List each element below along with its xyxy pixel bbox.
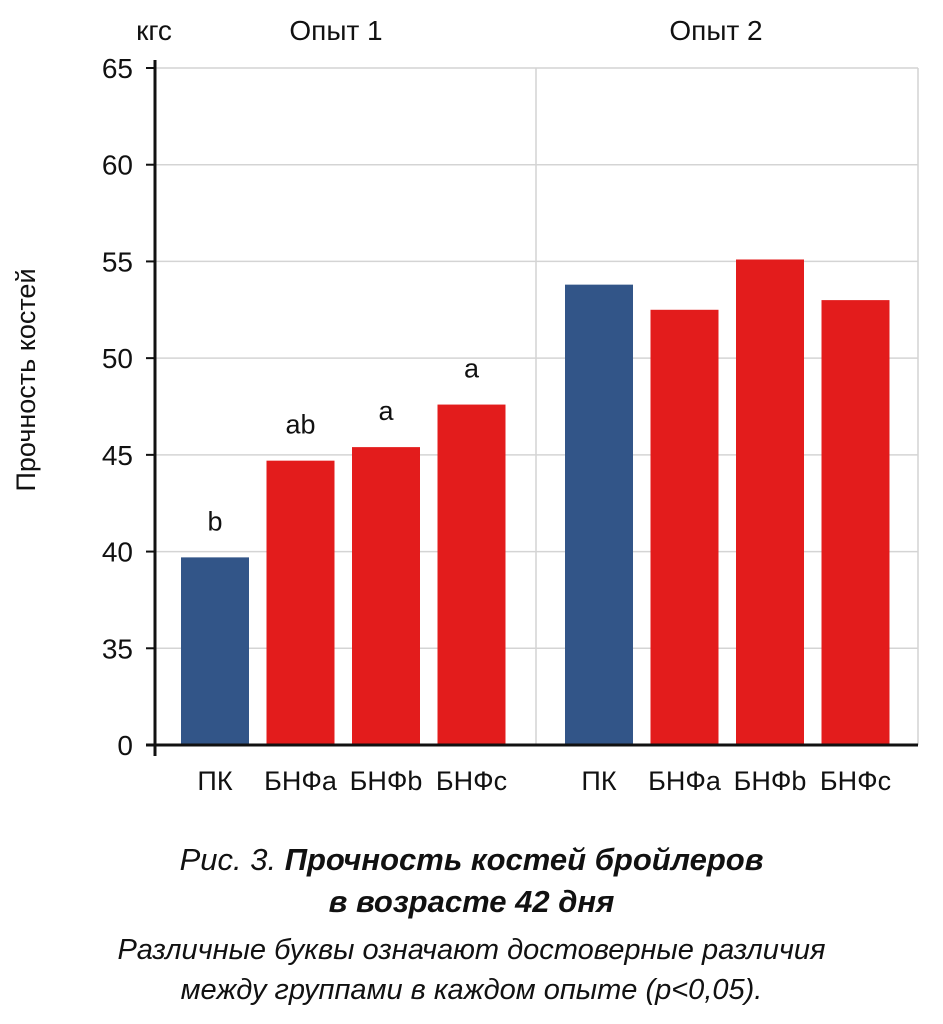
significance-letter: a bbox=[464, 354, 480, 384]
figure-note-line2: между группами в каждом опыте (p<0,05). bbox=[180, 974, 763, 1006]
figure-note-line1: Различные буквы означают достоверные раз… bbox=[117, 934, 826, 966]
y-tick-label: 60 bbox=[102, 150, 133, 181]
figure-title-part2: в возрасте 42 дня bbox=[328, 884, 615, 919]
y-unit-label: кгс bbox=[136, 15, 172, 46]
group-title: Опыт 2 bbox=[669, 15, 762, 46]
bar bbox=[437, 404, 506, 745]
y-tick-label: 45 bbox=[102, 440, 133, 471]
x-tick-label: ПК bbox=[197, 766, 232, 796]
x-tick-label: ПК bbox=[581, 766, 616, 796]
y-tick-label: 55 bbox=[102, 246, 133, 277]
bar bbox=[266, 460, 335, 745]
y-tick-label: 0 bbox=[117, 730, 133, 761]
significance-letter: a bbox=[378, 396, 394, 426]
y-tick-label: 40 bbox=[102, 537, 133, 568]
bar bbox=[650, 309, 719, 745]
figure-number: Рис. 3. bbox=[179, 842, 285, 877]
significance-letter: b bbox=[207, 506, 222, 536]
x-tick-label: БНФа bbox=[648, 766, 722, 796]
x-tick-label: БНФb bbox=[350, 766, 423, 796]
figure-title-part1: Прочность костей бройлеров bbox=[284, 842, 764, 877]
x-tick-label: БНФc bbox=[820, 766, 891, 796]
bar bbox=[736, 259, 804, 745]
x-tick-label: БНФc bbox=[436, 766, 507, 796]
y-tick-label: 65 bbox=[102, 53, 133, 84]
y-tick-label: 50 bbox=[102, 343, 133, 374]
x-tick-label: БНФb bbox=[734, 766, 807, 796]
bar bbox=[181, 557, 249, 745]
y-axis-title: Прочность костей bbox=[11, 268, 41, 491]
y-tick-label: 35 bbox=[102, 633, 133, 664]
bar bbox=[821, 300, 890, 745]
bar-chart: 65 60 55 50 45 40 35 0 b ПК ab БНФа a БНФb a БНФc Опыт 1… bbox=[11, 15, 919, 796]
significance-letter: ab bbox=[285, 410, 315, 440]
figure-caption-line1: Рис. 3. Прочность костей бройлеров bbox=[0, 840, 943, 880]
chart-canvas: 65 60 55 50 45 40 35 0 b ПК ab БНФа a БНФb a БНФc Опыт 1… bbox=[11, 15, 919, 796]
group-title: Опыт 1 bbox=[289, 15, 382, 46]
x-tick-label: БНФа bbox=[264, 766, 338, 796]
bar bbox=[352, 447, 420, 745]
bar bbox=[565, 284, 633, 745]
